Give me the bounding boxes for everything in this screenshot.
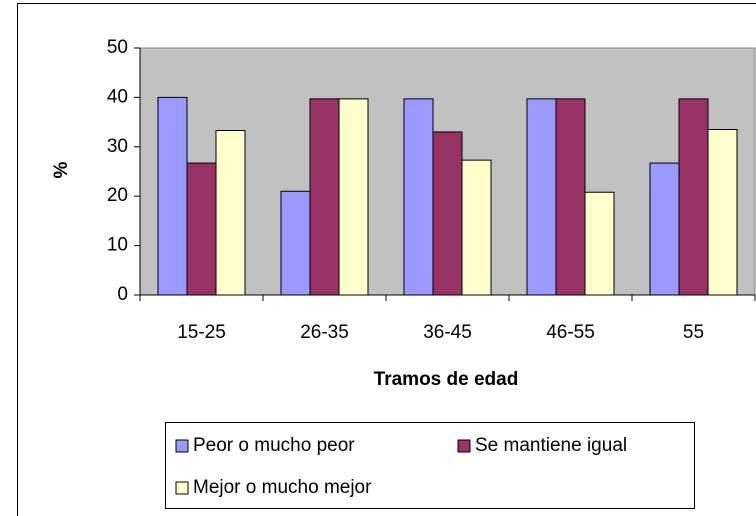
y-tick-label: 30 (107, 136, 128, 157)
y-tick-label: 50 (107, 37, 128, 58)
x-axis-title: Tramos de edad (374, 369, 519, 390)
legend-label: Se mantiene igual (475, 435, 627, 456)
legend-label: Peor o mucho peor (193, 435, 355, 456)
x-tick-label: 46-55 (546, 322, 595, 343)
bar (526, 98, 557, 296)
bar (186, 162, 217, 296)
legend (165, 422, 695, 509)
x-tick-label: 36-45 (423, 322, 472, 343)
bar (432, 131, 463, 296)
y-tick-label: 10 (107, 235, 128, 256)
legend-swatch (175, 439, 189, 453)
x-tick-label: 26-35 (300, 322, 349, 343)
x-tick-label: 55 (683, 322, 704, 343)
bar (338, 98, 369, 296)
legend-swatch (457, 439, 471, 453)
bar (280, 190, 311, 296)
bar (555, 98, 586, 296)
bar (707, 129, 738, 296)
y-tick-label: 20 (107, 185, 128, 206)
bar (584, 191, 615, 296)
y-tick-label: 0 (117, 284, 128, 305)
legend-label: Mejor o mucho mejor (193, 477, 372, 498)
bar (461, 159, 492, 296)
bar (309, 98, 340, 296)
y-tick-label: 40 (107, 86, 128, 107)
y-axis-title: % (51, 161, 72, 178)
bar (678, 98, 709, 296)
bar (215, 129, 246, 296)
legend-swatch (175, 481, 189, 495)
bar (403, 98, 434, 296)
bar (157, 96, 188, 296)
x-tick-label: 15-25 (177, 322, 226, 343)
bar (649, 162, 680, 296)
